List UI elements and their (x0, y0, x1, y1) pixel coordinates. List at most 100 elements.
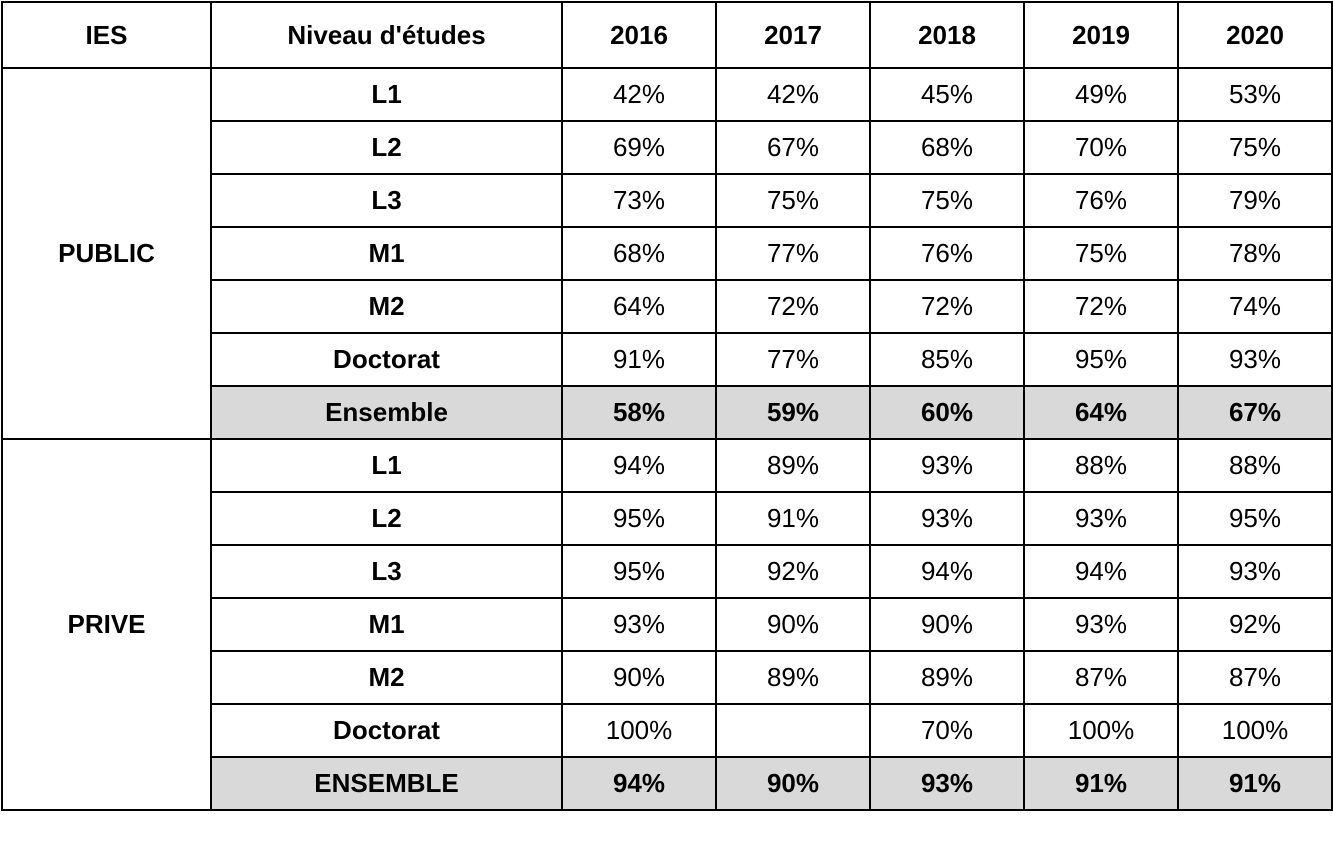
value-cell: 100% (561, 703, 717, 758)
value-cell: 78% (1177, 226, 1333, 281)
table-row: M2 64% 72% 72% 72% 74% (2, 279, 1333, 334)
value-cell: 91% (561, 332, 717, 387)
value-cell: 85% (869, 332, 1025, 387)
level-label: Doctorat (210, 703, 563, 758)
level-label: M2 (210, 279, 563, 334)
value-cell: 95% (1177, 491, 1333, 546)
table-row: M2 90% 89% 89% 87% 87% (2, 650, 1333, 705)
value-cell: 73% (561, 173, 717, 228)
value-cell: 87% (1177, 650, 1333, 705)
value-cell: 93% (1023, 597, 1179, 652)
value-cell: 64% (561, 279, 717, 334)
level-label: L1 (210, 67, 563, 122)
table-row: L2 69% 67% 68% 70% 75% (2, 120, 1333, 175)
rates-table: IES Niveau d'études 2016 2017 2018 2019 … (1, 1, 1333, 811)
value-cell: 68% (561, 226, 717, 281)
value-cell: 75% (1177, 120, 1333, 175)
value-cell: 95% (561, 544, 717, 599)
value-cell: 93% (1023, 491, 1179, 546)
value-cell: 89% (715, 438, 871, 493)
table-row: M1 68% 77% 76% 75% 78% (2, 226, 1333, 281)
value-cell: 95% (1023, 332, 1179, 387)
value-cell: 70% (869, 703, 1025, 758)
value-cell: 60% (869, 385, 1025, 440)
value-cell: 69% (561, 120, 717, 175)
value-cell: 90% (715, 597, 871, 652)
value-cell (715, 703, 871, 758)
value-cell: 93% (869, 756, 1025, 811)
value-cell: 58% (561, 385, 717, 440)
table-row: Doctorat 91% 77% 85% 95% 93% (2, 332, 1333, 387)
group-label: PRIVE (1, 438, 212, 811)
value-cell: 79% (1177, 173, 1333, 228)
value-cell: 91% (715, 491, 871, 546)
value-cell: 68% (869, 120, 1025, 175)
value-cell: 74% (1177, 279, 1333, 334)
value-cell: 75% (1023, 226, 1179, 281)
header-year-2017: 2017 (715, 1, 871, 69)
total-row: ENSEMBLE 94% 90% 93% 91% 91% (2, 756, 1333, 811)
level-label: L3 (210, 544, 563, 599)
value-cell: 93% (561, 597, 717, 652)
value-cell: 76% (1023, 173, 1179, 228)
value-cell: 91% (1177, 756, 1333, 811)
table-row: PRIVE L1 94% 89% 93% 88% 88% (1, 438, 1333, 811)
value-cell: 92% (715, 544, 871, 599)
header-year-2016: 2016 (561, 1, 717, 69)
value-cell: 94% (561, 438, 717, 493)
level-label: L3 (210, 173, 563, 228)
level-label: M2 (210, 650, 563, 705)
header-level: Niveau d'études (210, 1, 563, 69)
value-cell: 88% (1023, 438, 1179, 493)
value-cell: 77% (715, 332, 871, 387)
value-cell: 75% (869, 173, 1025, 228)
value-cell: 53% (1177, 67, 1333, 122)
total-row: Ensemble 58% 59% 60% 64% 67% (2, 385, 1333, 440)
value-cell: 93% (869, 491, 1025, 546)
table-body: PUBLIC L1 42% 42% 45% 49% 53% L2 69% 67% 68% 70% 75%… (1, 67, 1333, 811)
value-cell: 94% (561, 756, 717, 811)
value-cell: 67% (715, 120, 871, 175)
level-label: L1 (210, 438, 563, 493)
value-cell: 75% (715, 173, 871, 228)
value-cell: 90% (715, 756, 871, 811)
value-cell: 100% (1177, 703, 1333, 758)
value-cell: 89% (869, 650, 1025, 705)
level-label: L2 (210, 120, 563, 175)
group-label: PUBLIC (1, 67, 212, 440)
value-cell: 72% (869, 279, 1025, 334)
value-cell: 49% (1023, 67, 1179, 122)
value-cell: 70% (1023, 120, 1179, 175)
header-year-2020: 2020 (1177, 1, 1333, 69)
value-cell: 42% (561, 67, 717, 122)
value-cell: 93% (1177, 332, 1333, 387)
level-label: L2 (210, 491, 563, 546)
value-cell: 90% (561, 650, 717, 705)
table-row: Doctorat 100% 70% 100% 100% (2, 703, 1333, 758)
value-cell: 64% (1023, 385, 1179, 440)
table-row: M1 93% 90% 90% 93% 92% (2, 597, 1333, 652)
value-cell: 89% (715, 650, 871, 705)
table-row: PUBLIC L1 42% 42% 45% 49% 53% (1, 67, 1333, 440)
level-label: Ensemble (210, 385, 563, 440)
value-cell: 90% (869, 597, 1025, 652)
level-label: M1 (210, 597, 563, 652)
value-cell: 76% (869, 226, 1025, 281)
level-label: Doctorat (210, 332, 563, 387)
value-cell: 72% (715, 279, 871, 334)
value-cell: 87% (1023, 650, 1179, 705)
header-row: IES Niveau d'études 2016 2017 2018 2019 … (1, 1, 1333, 69)
value-cell: 42% (715, 67, 871, 122)
value-cell: 91% (1023, 756, 1179, 811)
value-cell: 100% (1023, 703, 1179, 758)
value-cell: 93% (1177, 544, 1333, 599)
value-cell: 59% (715, 385, 871, 440)
value-cell: 77% (715, 226, 871, 281)
table-row: L3 95% 92% 94% 94% 93% (2, 544, 1333, 599)
value-cell: 93% (869, 438, 1025, 493)
value-cell: 95% (561, 491, 717, 546)
header-ies: IES (1, 1, 212, 69)
value-cell: 67% (1177, 385, 1333, 440)
level-label: ENSEMBLE (210, 756, 563, 811)
table-row: L3 73% 75% 75% 76% 79% (2, 173, 1333, 228)
